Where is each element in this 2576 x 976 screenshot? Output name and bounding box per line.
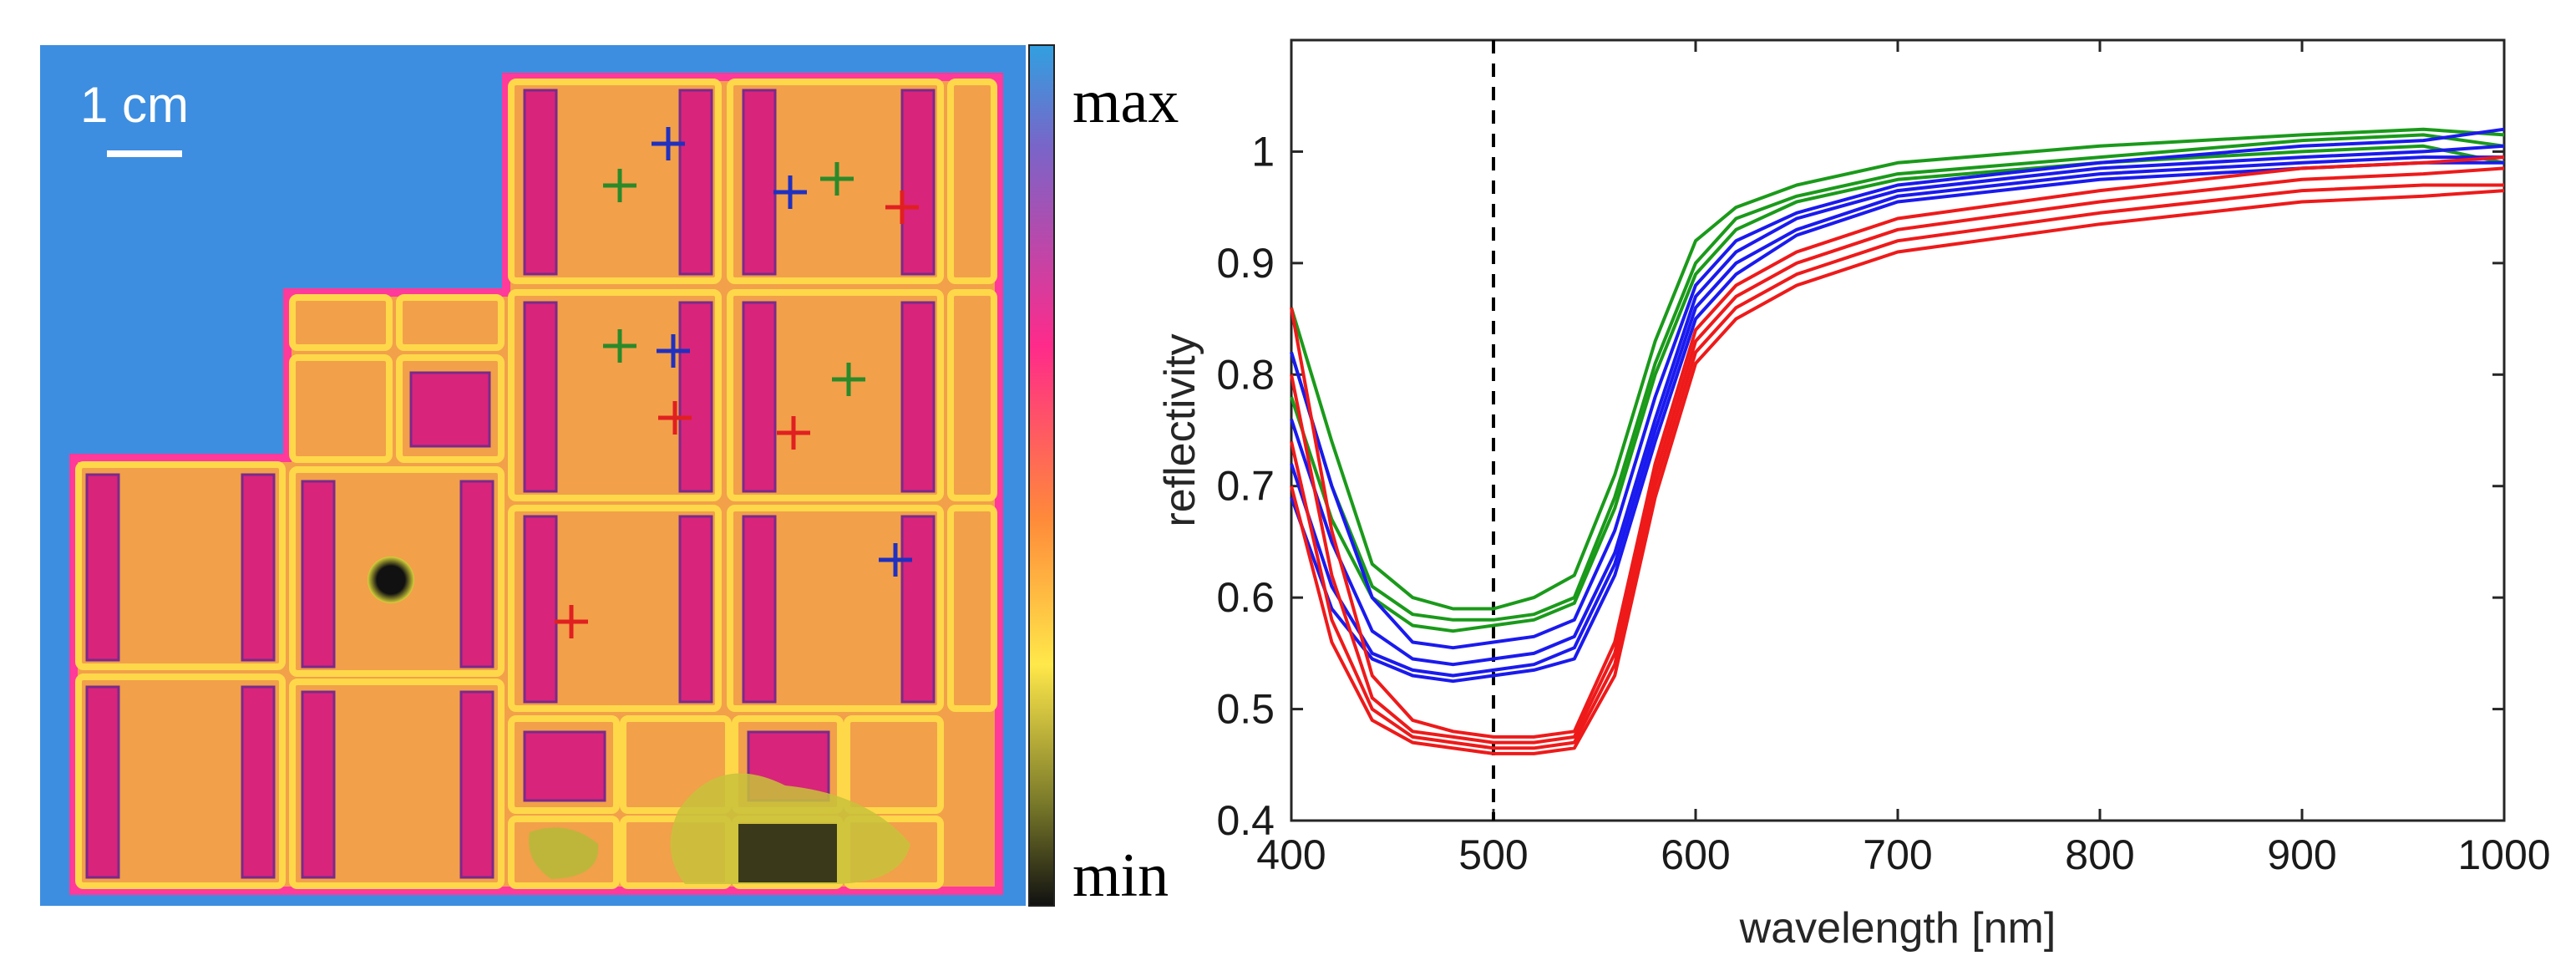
marker-cross-green-0 (603, 169, 636, 202)
y-tick-label: 0.9 (1216, 240, 1275, 287)
scale-bar-label: 1 cm (80, 77, 189, 133)
series-line-red-8 (1290, 166, 2505, 745)
series-line-green-0 (1290, 127, 2505, 611)
colorbar (1028, 44, 1055, 907)
marker-cross-green-5 (603, 329, 636, 363)
chip-strips (85, 89, 936, 879)
x-tick-label: 500 (1458, 831, 1528, 878)
marker-cross-blue-1 (652, 127, 685, 160)
marker-cross-red-7 (658, 401, 692, 435)
colorbar-min-label: min (1072, 841, 1169, 910)
series-line-red-9 (1290, 183, 2504, 750)
x-axis-title: wavelength [nm] (1739, 904, 2056, 953)
series-line-red-10 (1290, 189, 2505, 755)
series-line-green-2 (1290, 144, 2505, 633)
marker-cross-red-4 (885, 191, 919, 224)
series-lines (1290, 127, 2505, 755)
y-tick-labels: 0.4 0.5 0.6 0.7 0.8 0.9 1 (1216, 128, 1275, 844)
marker-cross-blue-10 (879, 543, 912, 577)
axis-ticks (1290, 40, 2506, 822)
y-tick-label: 1 (1251, 128, 1275, 175)
colorbar-max-label: max (1072, 68, 1179, 136)
series-line-blue-6 (1290, 160, 2504, 684)
stain-dark-cell (738, 824, 837, 882)
marker-cross-green-3 (820, 162, 854, 196)
x-tick-label: 400 (1256, 831, 1326, 878)
marker-cross-red-8 (777, 416, 810, 450)
reflectivity-map-image: 1 cm max min (40, 44, 1179, 910)
chip-cells (75, 79, 997, 889)
x-tick-label: 900 (2267, 831, 2336, 878)
marker-cross-blue-2 (773, 175, 807, 209)
black-dot (368, 557, 414, 603)
x-tick-labels: 400 500 600 700 800 900 1000 (1256, 831, 2550, 878)
y-tick-label: 0.4 (1216, 797, 1275, 844)
x-tick-label: 600 (1661, 831, 1730, 878)
series-line-blue-4 (1290, 144, 2505, 667)
y-tick-label: 0.5 (1216, 686, 1275, 733)
y-tick-label: 0.8 (1216, 351, 1275, 398)
marker-crosses (555, 127, 919, 638)
x-tick-label: 800 (2065, 831, 2134, 878)
series-line-blue-5 (1290, 155, 2504, 678)
x-tick-label: 1000 (2457, 831, 2550, 878)
marker-cross-green-9 (832, 363, 865, 396)
x-tick-label: 700 (1863, 831, 1932, 878)
y-tick-label: 0.7 (1216, 463, 1275, 510)
y-tick-label: 0.6 (1216, 574, 1275, 621)
series-line-red-7 (1290, 155, 2505, 739)
series-line-green-1 (1290, 133, 2505, 622)
marker-cross-blue-6 (657, 334, 690, 368)
marker-cross-red-11 (555, 605, 588, 638)
series-line-blue-3 (1290, 127, 2505, 650)
scale-bar (107, 150, 182, 157)
plot-area (1290, 38, 2506, 822)
